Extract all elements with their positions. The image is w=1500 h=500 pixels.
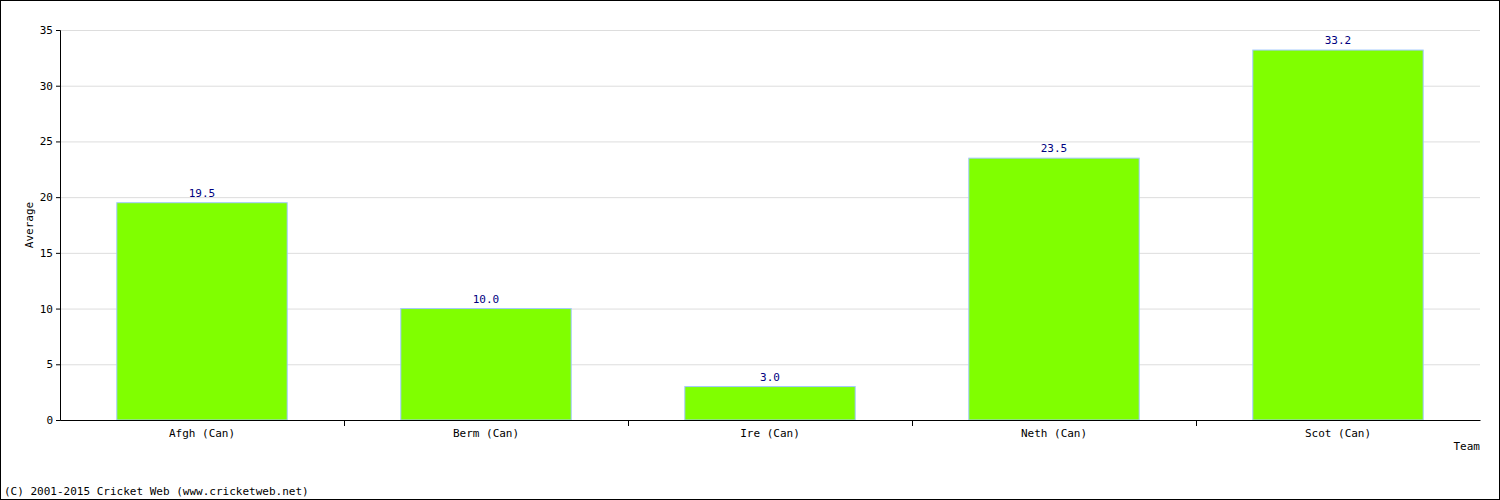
- y-tick-mark: [56, 420, 60, 421]
- x-axis-line: [61, 420, 1481, 421]
- bar: [117, 203, 287, 420]
- x-tick-label: Scot (Can): [1305, 427, 1371, 440]
- y-tick: 30: [40, 80, 60, 93]
- bar: [1253, 50, 1423, 420]
- y-tick-mark: [56, 86, 60, 87]
- x-tick: Scot (Can): [1305, 420, 1371, 440]
- y-tick-label: 35: [40, 24, 53, 37]
- data-label: 33.2: [1325, 34, 1352, 47]
- y-tick-mark: [56, 364, 60, 365]
- bars: [117, 50, 1423, 420]
- x-tick: Neth (Can): [1021, 420, 1087, 440]
- x-tick-label: Neth (Can): [1021, 427, 1087, 440]
- category-separator: [344, 420, 345, 426]
- bar: [685, 387, 855, 420]
- x-tick: Ire (Can): [740, 420, 800, 440]
- y-tick-mark: [56, 309, 60, 310]
- y-tick-mark: [56, 197, 60, 198]
- y-tick-label: 30: [40, 80, 53, 93]
- y-tick-label: 10: [40, 303, 53, 316]
- y-tick: 5: [46, 358, 60, 371]
- y-tick: 25: [40, 135, 60, 148]
- x-tick-label: Ire (Can): [740, 427, 800, 440]
- data-labels: 19.5 10.0 3.0 23.5 33.2: [189, 34, 1352, 384]
- x-axis-title: Team: [1454, 440, 1481, 453]
- grid: [60, 31, 1480, 421]
- grid-line: [60, 420, 1480, 421]
- x-tick: Afgh (Can): [169, 420, 235, 440]
- y-tick: 35: [40, 24, 60, 37]
- y-tick-label: 15: [40, 247, 53, 260]
- bar: [401, 309, 571, 420]
- x-tick-label: Berm (Can): [453, 427, 519, 440]
- y-tick-label: 5: [46, 358, 53, 371]
- category-separator: [1196, 420, 1197, 426]
- y-tick: 10: [40, 303, 60, 316]
- y-tick-mark: [56, 253, 60, 254]
- x-tick-label: Afgh (Can): [169, 427, 235, 440]
- grid-line: [60, 30, 1480, 31]
- frame: [1, 1, 1500, 500]
- y-tick-label: 0: [46, 414, 53, 427]
- y-tick-mark: [56, 141, 60, 142]
- chart: 19.5 10.0 3.0 23.5 33.2 0 5 10 15 20 25 30 35 Afgh (C…: [0, 0, 1500, 500]
- y-tick-label: 25: [40, 135, 53, 148]
- y-tick-label: 20: [40, 191, 53, 204]
- y-axis-line: [56, 31, 61, 421]
- data-label: 19.5: [189, 187, 216, 200]
- data-label: 10.0: [473, 293, 500, 306]
- y-tick-mark: [56, 30, 60, 31]
- category-separator: [912, 420, 913, 426]
- y-tick: 15: [40, 247, 60, 260]
- y-tick: 20: [40, 191, 60, 204]
- y-axis: 0 5 10 15 20 25 30 35: [40, 24, 61, 427]
- annotation: (C) 2001-2015 Cricket Web (www.cricketwe…: [4, 485, 309, 498]
- y-tick: 0: [46, 414, 60, 427]
- x-axis: Afgh (Can) Berm (Can) Ire (Can) Neth (Can) S…: [61, 420, 1481, 440]
- y-axis-title: Average: [23, 202, 36, 248]
- x-tick: Berm (Can): [453, 420, 519, 440]
- data-label: 3.0: [760, 371, 780, 384]
- data-label: 23.5: [1041, 142, 1068, 155]
- category-separator: [628, 420, 629, 426]
- bar: [969, 158, 1139, 420]
